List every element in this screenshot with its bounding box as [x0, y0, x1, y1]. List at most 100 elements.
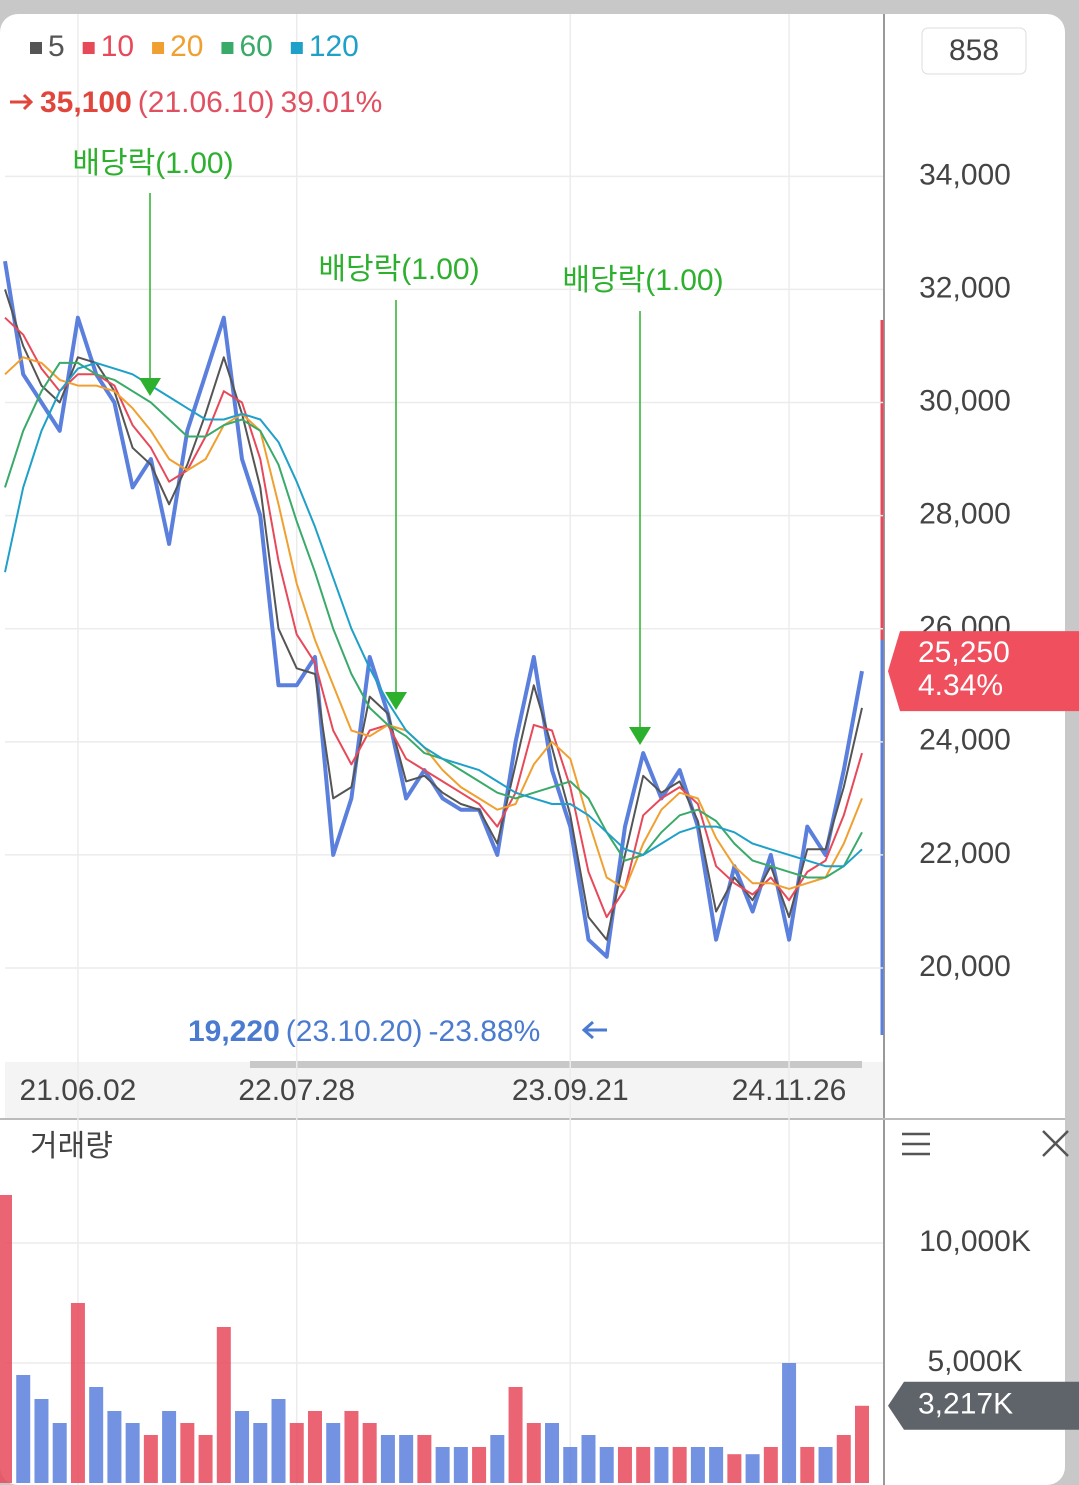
x-tick-label: 22.07.28 [238, 1074, 355, 1107]
y-tick-label: 22,000 [919, 837, 1011, 870]
ma-line [4, 361, 863, 879]
volume-bar [526, 1423, 541, 1483]
volume-title: 거래량 [30, 1130, 113, 1163]
legend-label: 5 [48, 30, 65, 63]
dividend-arrow [139, 378, 161, 396]
volume-bar [216, 1327, 231, 1483]
legend-label: 20 [170, 30, 203, 63]
volume-bar [344, 1411, 359, 1483]
top-box-text: 858 [949, 34, 999, 67]
y-tick-label: 10,000K [919, 1225, 1031, 1258]
legend-swatch [290, 42, 303, 54]
dividend-label: 배당락(1.00) [318, 253, 479, 286]
volume-bar [563, 1447, 578, 1483]
dividend-label: 배당락(1.00) [72, 147, 233, 180]
last-change-label: 4.34% [918, 669, 1003, 702]
volume-bar [654, 1447, 669, 1483]
y-tick-label: 20,000 [919, 950, 1011, 983]
volume-bar [417, 1435, 432, 1483]
legend-swatch [221, 42, 234, 54]
card [0, 14, 1065, 1485]
volume-bar [380, 1435, 395, 1483]
y-tick-label: 30,000 [919, 384, 1011, 417]
volume-bar [162, 1411, 177, 1483]
volume-bar [709, 1447, 724, 1483]
volume-bar [599, 1447, 614, 1483]
legend-swatch [30, 42, 42, 54]
volume-bar [581, 1435, 596, 1483]
legend-swatch [82, 42, 95, 54]
volume-bar [70, 1303, 85, 1483]
menu-icon[interactable] [902, 1132, 930, 1156]
volume-bar [326, 1423, 341, 1483]
volume-bar [490, 1435, 505, 1483]
volume-bar [727, 1454, 742, 1483]
low-arrow [581, 1020, 607, 1040]
volume-bar [362, 1423, 377, 1483]
y-tick-label: 28,000 [919, 498, 1011, 531]
x-tick-label: 21.06.02 [20, 1074, 137, 1107]
volume-bar [16, 1375, 31, 1483]
high-date: (21.06.10) [138, 86, 275, 119]
volume-bar [34, 1399, 49, 1483]
volume-bar [271, 1399, 286, 1483]
last-price-tag [888, 631, 1079, 712]
volume-bar [307, 1411, 322, 1483]
dividend-arrow [385, 692, 407, 710]
last-price-label: 25,250 [918, 636, 1010, 669]
volume-bar [545, 1423, 560, 1483]
volume-bar [125, 1423, 140, 1483]
high-change: 39.01% [281, 86, 383, 119]
volume-bar [636, 1447, 651, 1483]
volume-bar [782, 1363, 797, 1483]
scrollbar[interactable] [250, 1061, 862, 1068]
y-tick-label: 34,000 [919, 158, 1011, 191]
low-price: 19,220 [188, 1015, 280, 1048]
last-volume-tag [888, 1381, 1079, 1430]
dividend-arrow [629, 727, 651, 745]
x-axis-band [5, 1062, 883, 1118]
y-tick-label: 24,000 [919, 724, 1011, 757]
legend-swatch [152, 42, 165, 54]
volume-bar [800, 1447, 815, 1483]
volume-bar [672, 1447, 687, 1483]
ma-line [4, 289, 863, 941]
ma-line [4, 356, 863, 890]
volume-bar [435, 1447, 450, 1483]
volume-bar [107, 1411, 122, 1483]
low-annotation: 19,220 (23.10.20) -23.88% [188, 1015, 540, 1048]
dividend-label: 배당락(1.00) [562, 264, 723, 297]
legend-label: 120 [309, 30, 359, 63]
top-box [921, 27, 1027, 75]
volume-bar [617, 1447, 632, 1483]
low-date: (23.10.20) [286, 1015, 423, 1048]
volume-bar [0, 1195, 12, 1483]
high-price: 35,100 [40, 86, 132, 119]
volume-bar [89, 1387, 104, 1483]
legend-label: 60 [239, 30, 272, 63]
legend-label: 10 [101, 30, 134, 63]
volume-bar [235, 1411, 250, 1483]
volume-bar [690, 1447, 705, 1483]
volume-bar [453, 1447, 468, 1483]
volume-bar [399, 1435, 414, 1483]
volume-bar [52, 1423, 67, 1483]
volume-bar [472, 1447, 487, 1483]
volume-bar [143, 1435, 158, 1483]
volume-bar [836, 1435, 851, 1483]
volume-bar [253, 1423, 268, 1483]
close-icon[interactable] [1042, 1130, 1069, 1157]
y-tick-label: 5,000K [927, 1345, 1022, 1378]
volume-bar [289, 1423, 304, 1483]
volume-bar [508, 1387, 523, 1483]
x-tick-label: 24.11.26 [732, 1074, 847, 1107]
dividend-markers [139, 193, 651, 745]
volume-bar [180, 1423, 195, 1483]
high-arrow [10, 93, 34, 111]
last-volume-label: 3,217K [918, 1388, 1013, 1421]
volume-bar [818, 1447, 833, 1483]
x-tick-label: 23.09.21 [512, 1074, 629, 1107]
volume-bar [855, 1405, 869, 1483]
